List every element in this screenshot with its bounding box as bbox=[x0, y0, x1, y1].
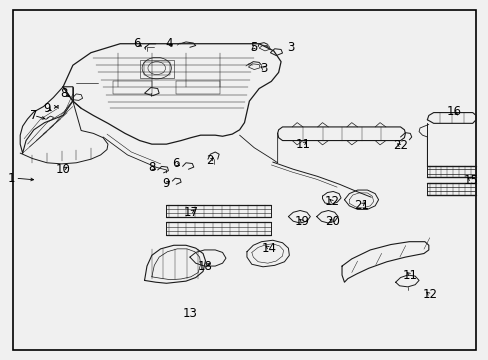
Bar bbox=[176, 81, 220, 94]
Bar bbox=[143, 62, 169, 75]
Bar bbox=[140, 60, 173, 78]
Text: 16: 16 bbox=[446, 105, 461, 118]
Text: 9: 9 bbox=[43, 102, 51, 115]
Text: 8: 8 bbox=[148, 161, 155, 174]
Text: 3: 3 bbox=[260, 62, 267, 75]
Bar bbox=[113, 81, 152, 94]
Text: 2: 2 bbox=[206, 154, 214, 167]
Text: 8: 8 bbox=[61, 87, 68, 100]
Text: 20: 20 bbox=[324, 215, 339, 228]
Text: 14: 14 bbox=[261, 242, 276, 255]
Text: 17: 17 bbox=[183, 206, 198, 219]
Text: 6: 6 bbox=[133, 37, 141, 50]
Text: 11: 11 bbox=[295, 138, 310, 150]
Text: 21: 21 bbox=[353, 199, 368, 212]
Text: 5: 5 bbox=[250, 41, 257, 54]
Text: 15: 15 bbox=[463, 174, 478, 186]
Text: 7: 7 bbox=[30, 109, 38, 122]
Text: 18: 18 bbox=[198, 260, 212, 273]
Text: 9: 9 bbox=[163, 177, 170, 190]
Text: 22: 22 bbox=[392, 139, 407, 152]
Text: 3: 3 bbox=[286, 41, 294, 54]
Text: 1: 1 bbox=[8, 172, 15, 185]
Text: 13: 13 bbox=[182, 307, 197, 320]
Text: 11: 11 bbox=[402, 269, 417, 282]
Text: 10: 10 bbox=[56, 163, 70, 176]
Text: 12: 12 bbox=[324, 195, 339, 208]
Text: 4: 4 bbox=[165, 37, 172, 50]
Text: 6: 6 bbox=[172, 157, 180, 170]
Text: 12: 12 bbox=[422, 288, 436, 301]
Text: 19: 19 bbox=[294, 215, 309, 228]
